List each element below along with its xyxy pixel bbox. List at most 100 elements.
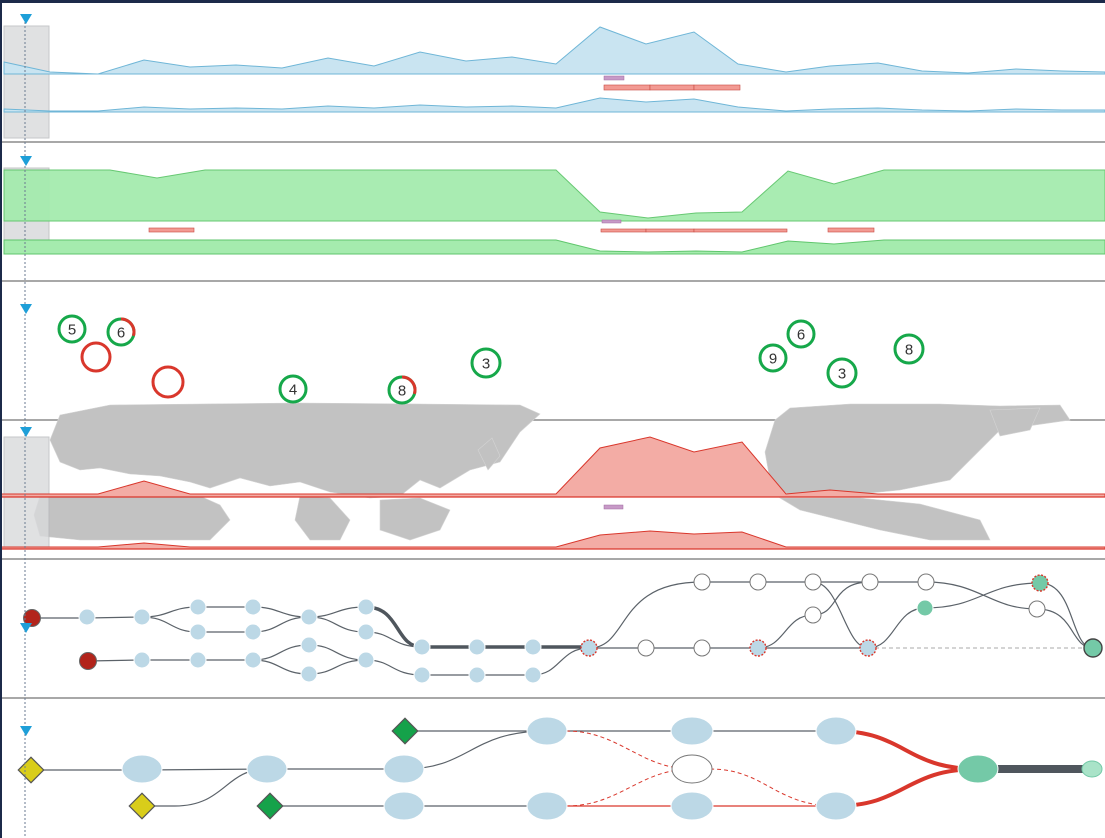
- event-bar-red[interactable]: [600, 228, 647, 233]
- event-bar-red[interactable]: [693, 84, 741, 91]
- graph-node-empty[interactable]: [693, 573, 711, 591]
- count-badge[interactable]: 9: [758, 343, 788, 373]
- graph-node[interactable]: [413, 638, 431, 656]
- cursor-marker-icon[interactable]: [20, 304, 32, 314]
- graph-node[interactable]: [357, 651, 375, 669]
- badge-ring: [57, 314, 87, 344]
- graph-node-empty[interactable]: [749, 573, 767, 591]
- cursor-marker-icon[interactable]: [20, 623, 32, 633]
- map-landmass-greenland: [989, 407, 1041, 437]
- count-badge[interactable]: 8: [387, 375, 417, 405]
- count-badge[interactable]: 5: [57, 314, 87, 344]
- sink-node[interactable]: [1083, 638, 1103, 658]
- count-badge[interactable]: [80, 341, 112, 373]
- graph-node[interactable]: [357, 598, 375, 616]
- graph-node[interactable]: [189, 623, 207, 641]
- event-bar-purple[interactable]: [601, 219, 622, 224]
- badge-count-label: 8: [905, 342, 913, 359]
- graph-node-empty[interactable]: [637, 639, 655, 657]
- event-bar-purple[interactable]: [603, 75, 625, 81]
- time-cursor[interactable]: [20, 14, 32, 838]
- graph-node[interactable]: [244, 598, 262, 616]
- graph-node-empty[interactable]: [693, 639, 711, 657]
- source-node[interactable]: [23, 609, 41, 627]
- flow-node[interactable]: [815, 716, 857, 746]
- event-bar-red[interactable]: [603, 84, 651, 91]
- graph-node[interactable]: [133, 651, 151, 669]
- graph-node[interactable]: [468, 666, 486, 684]
- graph-node[interactable]: [189, 598, 207, 616]
- red-area-mini: [0, 530, 1105, 550]
- flow-node[interactable]: [526, 791, 568, 821]
- flow-node[interactable]: [383, 791, 425, 821]
- graph-node[interactable]: [524, 638, 542, 656]
- selection-window[interactable]: [3, 25, 50, 139]
- cursor-marker-icon[interactable]: [20, 427, 32, 437]
- panel-ellipse-graph: [17, 716, 1103, 821]
- source-node[interactable]: [79, 652, 97, 670]
- flow-node[interactable]: [815, 791, 857, 821]
- event-bar-red[interactable]: [148, 227, 195, 233]
- graph-node-flagged[interactable]: [859, 639, 877, 657]
- graph-node[interactable]: [357, 623, 375, 641]
- graph-node-empty[interactable]: [917, 573, 935, 591]
- diamond-source-green[interactable]: [256, 792, 284, 820]
- graph-node[interactable]: [78, 608, 96, 626]
- count-badge[interactable]: 3: [470, 347, 502, 379]
- flow-node[interactable]: [526, 716, 568, 746]
- graph-node[interactable]: [300, 636, 318, 654]
- cursor-marker-icon[interactable]: [20, 156, 32, 166]
- graph-node[interactable]: [244, 651, 262, 669]
- graph-node[interactable]: [189, 651, 207, 669]
- graph-node-empty[interactable]: [1028, 600, 1046, 618]
- green-area-mini: [3, 239, 1105, 255]
- badge-ring: [470, 347, 502, 379]
- event-bar-red[interactable]: [649, 84, 695, 91]
- graph-node-empty[interactable]: [804, 606, 822, 624]
- count-badge[interactable]: 6: [106, 317, 136, 347]
- flow-sink-node[interactable]: [1081, 760, 1103, 778]
- panel-green-area: [3, 167, 1105, 255]
- blue-area-main: [3, 26, 1105, 75]
- flow-node[interactable]: [383, 754, 425, 784]
- graph-node-flagged[interactable]: [580, 639, 598, 657]
- count-badge[interactable]: 8: [893, 333, 925, 365]
- graph-node-teal[interactable]: [916, 599, 934, 617]
- graph-node[interactable]: [468, 638, 486, 656]
- event-bar-red[interactable]: [693, 228, 788, 233]
- graph-node[interactable]: [133, 608, 151, 626]
- flow-node[interactable]: [670, 791, 714, 821]
- badge-ring-red-segment: [120, 317, 136, 337]
- flow-node-empty[interactable]: [671, 754, 713, 784]
- diamond-source-yellow[interactable]: [128, 792, 156, 820]
- flow-node[interactable]: [246, 754, 288, 784]
- diamond-source-yellow[interactable]: [17, 756, 45, 784]
- graph-node-teal-flagged[interactable]: [1031, 574, 1049, 592]
- selection-window[interactable]: [3, 436, 50, 548]
- count-badge[interactable]: 3: [826, 357, 858, 389]
- graph-node[interactable]: [244, 623, 262, 641]
- map-landmass-africa: [33, 493, 231, 541]
- event-bar-purple[interactable]: [603, 504, 624, 510]
- graph-node-empty[interactable]: [804, 573, 822, 591]
- diamond-source-green[interactable]: [391, 717, 419, 745]
- event-bar-red[interactable]: [645, 228, 695, 233]
- cursor-marker-icon[interactable]: [20, 14, 32, 24]
- cursor-marker-icon[interactable]: [20, 726, 32, 736]
- graph-node[interactable]: [524, 666, 542, 684]
- badges-layer: 5 6 4 8 3 9 6 3 8: [57, 314, 925, 405]
- count-badge[interactable]: [151, 365, 185, 399]
- world-map: [33, 402, 1071, 541]
- graph-node[interactable]: [413, 666, 431, 684]
- count-badge[interactable]: 6: [786, 319, 816, 349]
- graph-node[interactable]: [300, 608, 318, 626]
- count-badge[interactable]: 4: [278, 374, 308, 404]
- badge-ring-red-segment: [401, 375, 417, 395]
- graph-node-empty[interactable]: [861, 573, 879, 591]
- graph-node[interactable]: [300, 665, 318, 683]
- event-bar-red[interactable]: [827, 227, 875, 233]
- flow-node[interactable]: [121, 754, 163, 784]
- graph-node-flagged[interactable]: [749, 639, 767, 657]
- flow-node[interactable]: [670, 716, 714, 746]
- flow-node-teal[interactable]: [957, 754, 999, 784]
